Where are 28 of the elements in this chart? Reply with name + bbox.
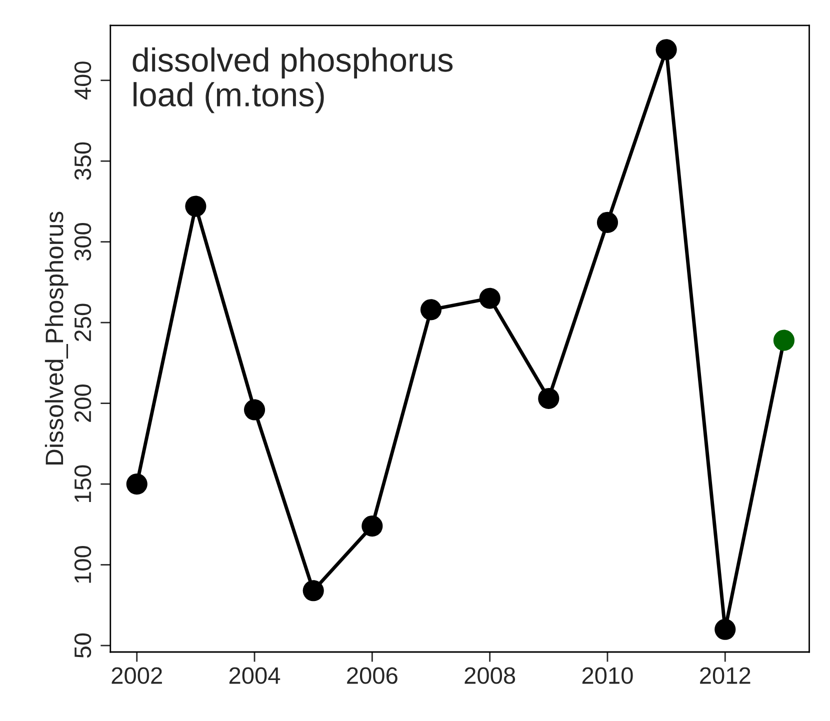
point <box>420 299 442 320</box>
y-tick-label: 300 <box>74 223 92 261</box>
y-tick-label: 50 <box>74 633 92 658</box>
x-tick-label: 2008 <box>464 667 516 684</box>
point <box>302 580 324 602</box>
point <box>656 39 677 60</box>
point <box>185 196 206 217</box>
x-tick-label: 2006 <box>347 667 398 684</box>
x-tick-label: 2004 <box>229 667 280 684</box>
x-tick-label: 2002 <box>112 667 162 684</box>
y-tick-label: 400 <box>74 62 92 100</box>
y-tick-label: 250 <box>74 304 92 342</box>
y-tick-label: 350 <box>74 142 92 180</box>
y-tick-label: 150 <box>74 465 92 502</box>
point <box>596 212 618 233</box>
y-axis-title: Dissolved_Phosphorus <box>44 212 68 465</box>
point <box>714 618 736 640</box>
point <box>479 288 500 309</box>
point <box>244 399 266 420</box>
point <box>538 388 560 410</box>
annotation: dissolved phosphorus load (m.tons) <box>132 47 453 114</box>
point <box>773 330 794 351</box>
x-tick-label: 2010 <box>582 667 633 684</box>
point <box>362 516 383 537</box>
point <box>126 474 148 495</box>
y-tick-label: 200 <box>74 384 92 422</box>
x-tick-label: 2012 <box>700 667 750 684</box>
y-tick-label: 100 <box>74 546 92 583</box>
